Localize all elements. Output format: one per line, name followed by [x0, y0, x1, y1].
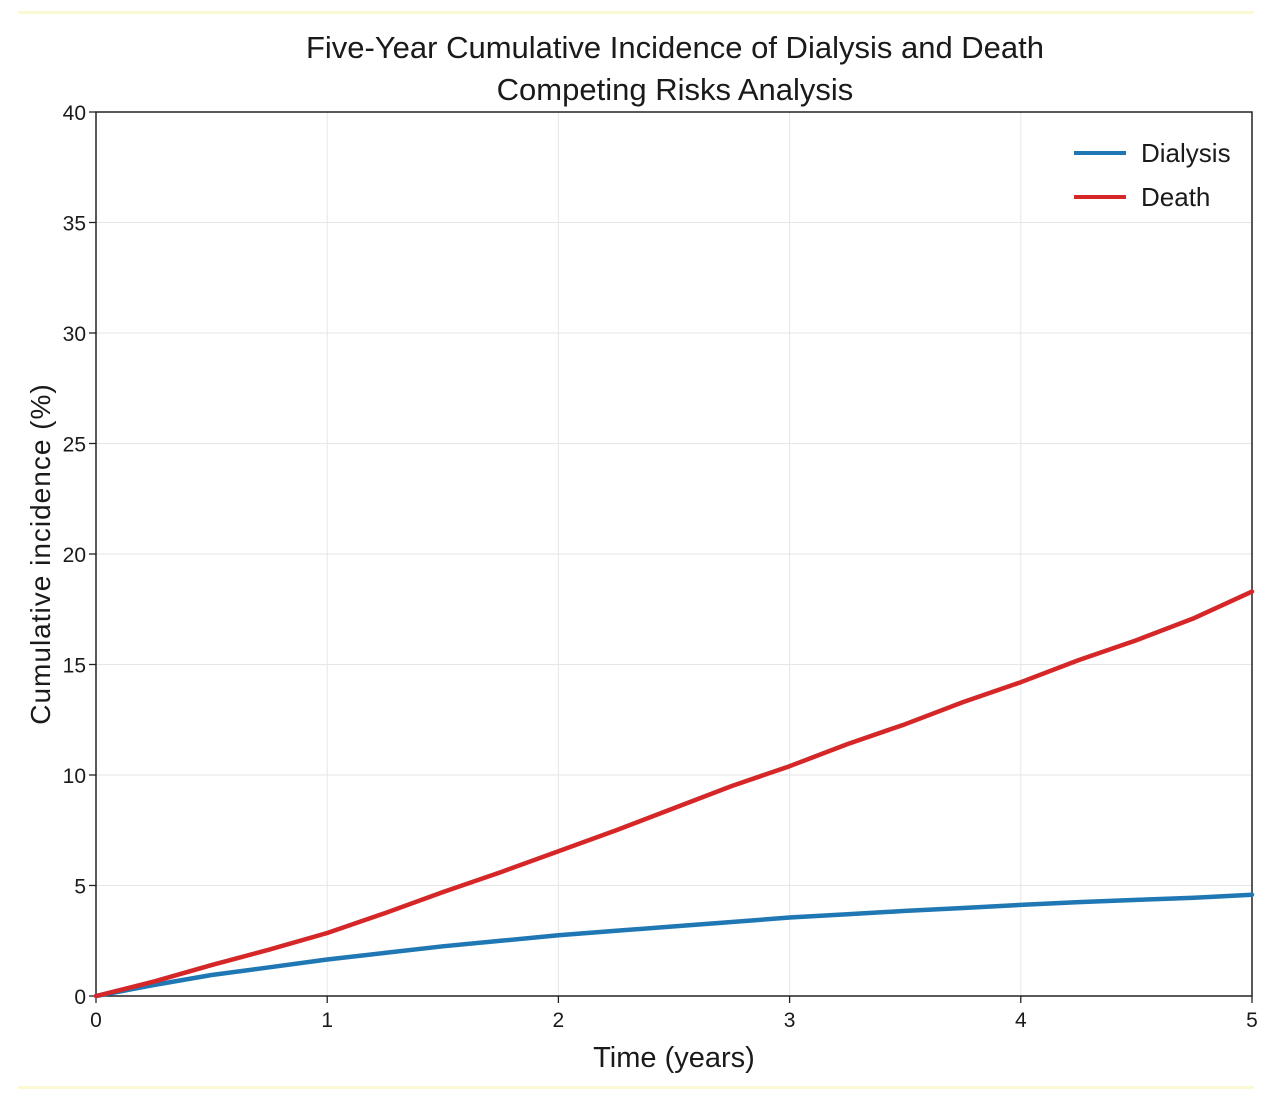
x-axis-ticks: 0 1 2 3 4 5 [90, 996, 1258, 1032]
legend: Dialysis Death [1074, 138, 1231, 212]
chart-title: Five-Year Cumulative Incidence of Dialys… [306, 30, 1044, 65]
y-axis-ticks: 0 5 10 15 20 25 30 35 40 [63, 102, 96, 1009]
x-axis-label: Time (years) [593, 1042, 755, 1074]
y-axis-label: Cumulative incidence (%) [25, 383, 56, 724]
legend-label-death: Death [1141, 182, 1210, 212]
x-tick-label: 4 [1015, 1009, 1027, 1032]
y-tick-label: 5 [74, 876, 86, 899]
top-border [18, 11, 1254, 14]
y-tick-label: 30 [63, 323, 86, 346]
series-line-dialysis [93, 892, 1255, 999]
bottom-border [18, 1086, 1254, 1089]
legend-label-dialysis: Dialysis [1141, 138, 1231, 168]
series-lines [93, 589, 1255, 999]
y-tick-label: 20 [63, 544, 86, 567]
y-tick-label: 35 [63, 213, 86, 236]
y-tick-label: 0 [74, 986, 86, 1009]
x-tick-label: 2 [553, 1009, 565, 1032]
y-tick-label: 25 [63, 434, 86, 457]
x-tick-label: 3 [784, 1009, 796, 1032]
x-tick-label: 1 [321, 1009, 333, 1032]
x-tick-label: 5 [1246, 1009, 1258, 1032]
y-tick-label: 40 [63, 102, 86, 125]
chart-subtitle: Competing Risks Analysis [497, 72, 854, 107]
y-tick-label: 15 [63, 655, 86, 678]
grid-lines [96, 112, 1252, 996]
x-tick-label: 0 [90, 1009, 102, 1032]
series-line-death [93, 589, 1255, 999]
y-tick-label: 10 [63, 765, 86, 788]
